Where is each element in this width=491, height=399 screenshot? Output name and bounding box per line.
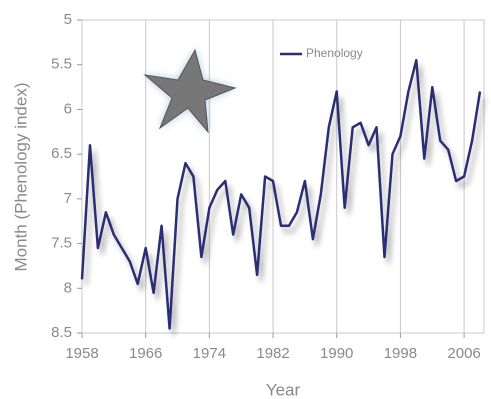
x-tick-label: 1982: [256, 345, 289, 362]
y-axis-label: Month (Phenology index): [11, 82, 30, 271]
plot-frame: [81, 19, 485, 334]
y-tick-label: 6: [64, 100, 72, 117]
y-tick-label: 7: [64, 190, 72, 207]
y-tick-label: 8: [64, 279, 72, 296]
y-tick-label: 6.5: [51, 145, 72, 162]
series-line: [80, 58, 482, 330]
plot-area: 1958 1966 1974 1982 1990 1998 2006 5 5.5 6 6.5 7 7.5…: [51, 11, 485, 362]
y-tick-label: 5.5: [51, 56, 72, 73]
x-tick-label: 1958: [65, 345, 98, 362]
x-tick-label: 1966: [129, 345, 162, 362]
legend-label: Phenology: [306, 46, 363, 60]
x-tick-label: 2006: [447, 345, 480, 362]
starfish-decoration: [143, 48, 237, 134]
y-tick-label: 5: [64, 11, 72, 28]
y-tick-label: 8.5: [51, 324, 72, 341]
x-tick-label: 1998: [384, 345, 417, 362]
x-tick-label: 1990: [320, 345, 353, 362]
x-axis-label: Year: [266, 380, 301, 399]
x-tick-label: 1974: [193, 345, 226, 362]
y-tick-label: 7.5: [51, 235, 72, 252]
